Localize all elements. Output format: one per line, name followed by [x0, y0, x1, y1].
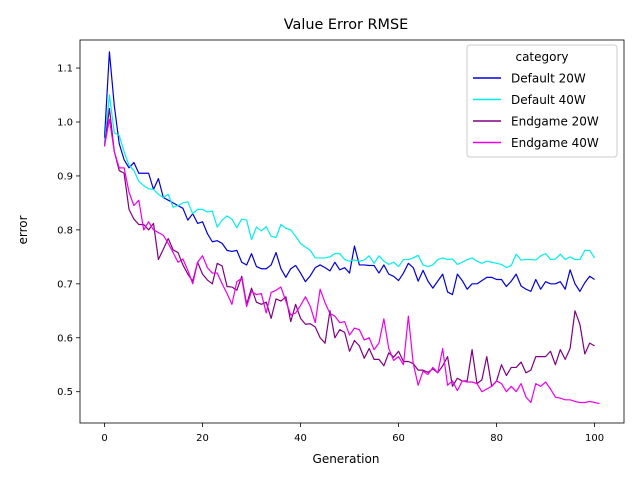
y-tick-label: 0.6 [57, 333, 73, 344]
x-tick-label: 80 [490, 433, 503, 444]
y-axis-label: error [16, 215, 30, 244]
legend-entry-0: Default 20W [511, 72, 586, 86]
y-tick-label: 0.9 [57, 171, 73, 182]
axes-frame [79, 39, 625, 424]
series-line-3 [103, 118, 600, 405]
plot-lines [103, 51, 600, 405]
series-line-1 [103, 94, 596, 269]
legend-box [466, 44, 618, 158]
legend-entry-2: Endgame 20W [511, 115, 599, 129]
y-tick-label: 0.5 [57, 387, 73, 398]
x-tick-label: 40 [294, 433, 307, 444]
series-line-2 [103, 107, 595, 387]
legend-title: category [515, 50, 568, 64]
legend-entry-3: Endgame 40W [511, 136, 599, 150]
y-tick-label: 1.0 [57, 117, 73, 128]
x-tick-label: 100 [585, 433, 604, 444]
y-tick-label: 0.8 [57, 225, 73, 236]
x-axis-label: Generation [313, 452, 380, 466]
series-line-0 [103, 51, 595, 296]
x-tick-label: 20 [196, 433, 209, 444]
legend-entry-1: Default 40W [511, 93, 586, 107]
chart-title: Value Error RMSE [284, 17, 408, 33]
x-tick-label: 0 [101, 433, 107, 444]
y-tick-label: 1.1 [57, 64, 73, 75]
y-axis-ticks: 0.5 0.6 0.7 0.8 0.9 1.0 1.1 [57, 64, 80, 398]
y-tick-label: 0.7 [57, 279, 73, 290]
x-axis-ticks: 0 20 40 60 80 100 [101, 423, 604, 444]
legend: category Default 20W Default 40W Endgame 20… [466, 44, 618, 158]
x-tick-label: 60 [392, 433, 405, 444]
